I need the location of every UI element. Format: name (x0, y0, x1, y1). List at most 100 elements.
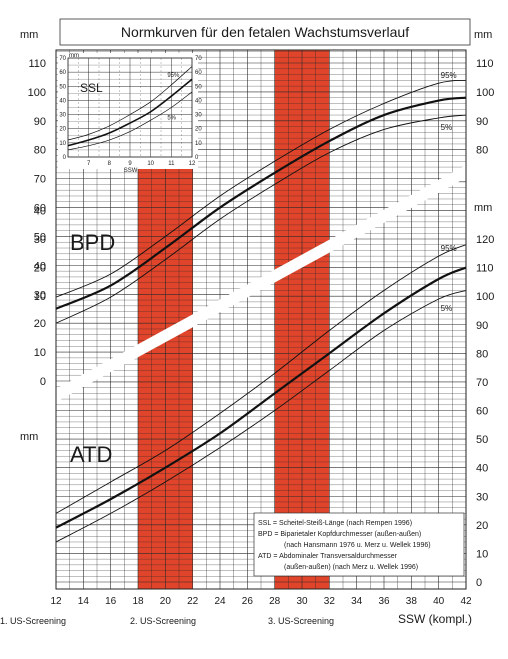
bpd-curve-95pct (55, 79, 467, 298)
x-tick-label: 12 (50, 596, 62, 607)
x-tick-label: 32 (324, 596, 336, 607)
y-tick-label-atd-right: 100 (476, 291, 494, 303)
y-tick-label-bpd: 20 (34, 318, 46, 330)
ssl-curve-5pct (67, 91, 193, 151)
ssl-unit-label: mm (69, 53, 79, 59)
y-tick-label-atd-left: 20 (34, 263, 46, 275)
ssl-inset: 95% 5% 70 70 60 60 50 50 40 40 30 30 20 20 10 10 0 0 7 8 9 10… (58, 53, 202, 174)
ssl-x-tick-label: 7 (87, 161, 91, 167)
unit-label-lower-right: mm (474, 202, 492, 214)
x-tick-label: 38 (406, 596, 418, 607)
y-tick-label-bpd-right: 110 (476, 58, 494, 70)
x-tick-label: 28 (269, 596, 281, 607)
y-tick-label-bpd: 100 (28, 87, 46, 99)
ssl-percentile-label: 95% (167, 73, 180, 79)
ssl-y-tick-label-right: 50 (195, 84, 202, 90)
x-tick-label: 20 (160, 596, 172, 607)
y-tick-label-bpd: 70 (34, 174, 46, 186)
y-tick-label-atd-right: 20 (476, 520, 488, 532)
y-tick-label-atd-left: 30 (34, 234, 46, 246)
legend-line-bpd: BPD = Biparietaler Kopfdurchmesser (auße… (258, 531, 421, 538)
ssl-x-axis-label: SSW (124, 168, 138, 174)
legend-line-bpd-source: (nach Hansmann 1976 u. Merz u. Wellek 19… (284, 542, 431, 549)
ssl-inset-background (58, 53, 198, 169)
ssl-y-tick-label: 50 (59, 84, 66, 90)
y-tick-label-atd-right: 40 (476, 463, 488, 475)
y-tick-label-atd-right: 0 (476, 577, 482, 589)
x-tick-label: 30 (296, 596, 308, 607)
ssl-curve-95pct (67, 66, 193, 141)
y-tick-label-bpd: 90 (34, 116, 46, 128)
ssl-x-tick-label: 8 (108, 161, 112, 167)
x-tick-label: 26 (242, 596, 254, 607)
y-tick-label-atd-right: 10 (476, 548, 488, 560)
ssl-inset-frame (67, 57, 193, 158)
bpd-curve-median (55, 96, 467, 310)
x-tick-label: 42 (460, 596, 472, 607)
bpd-label: BPD (70, 230, 115, 255)
bpd-percentile-label: 95% (441, 71, 457, 80)
tick-labels: 12 14 16 18 20 22 24 26 28 30 32 34 36 38 40 4211010090… (28, 58, 495, 607)
y-tick-label-bpd: 80 (34, 145, 46, 157)
section-divider (56, 165, 466, 402)
x-tick-label: 40 (433, 596, 445, 607)
screening-label-1: 1. US-Screening (0, 616, 66, 626)
x-tick-label: 22 (187, 596, 199, 607)
x-axis-label: SSW (kompl.) (398, 612, 472, 626)
atd-curve-5pct (55, 290, 467, 543)
x-tick-label: 36 (378, 596, 390, 607)
ssl-y-tick-label-right: 30 (195, 113, 202, 119)
ssl-x-tick-label: 12 (189, 161, 196, 167)
x-tick-label: 14 (78, 596, 90, 607)
screening-label-2: 2. US-Screening (130, 616, 196, 626)
y-tick-label-atd-right: 60 (476, 406, 488, 418)
atd-curve-median (55, 266, 467, 529)
y-tick-label-bpd: 50 (34, 231, 46, 243)
atd-percentile-label: 5% (441, 304, 453, 313)
y-tick-label-bpd-right: 80 (476, 145, 488, 157)
ssl-y-tick-label: 20 (59, 127, 66, 133)
curves: 95% 5% 95% 5% (55, 71, 467, 543)
legend-line-atd: ATD = Abdominaler Transversaldurchmesser (258, 553, 398, 560)
grid (55, 50, 467, 589)
ssl-y-tick-label: 0 (63, 155, 67, 161)
chart-title: Normkurven für den fetalen Wachstumsverl… (121, 24, 409, 40)
ssl-x-tick-label: 10 (147, 161, 154, 167)
y-tick-label-bpd: 60 (34, 203, 46, 215)
ssl-label: SSL (80, 81, 103, 95)
y-tick-label-atd-right: 50 (476, 434, 488, 446)
y-tick-label-atd-left: 10 (34, 291, 46, 303)
legend: SSL = Scheitel-Steiß-Länge (nach Rempen … (258, 520, 431, 571)
unit-label-upper-left: mm (20, 29, 38, 41)
y-tick-label-bpd: 110 (28, 58, 46, 70)
ssl-y-tick-label-right: 70 (195, 56, 202, 62)
ssl-y-tick-label-right: 40 (195, 98, 202, 104)
ssl-y-tick-label-right: 60 (195, 70, 202, 76)
y-tick-label-atd-right: 120 (476, 234, 494, 246)
y-tick-label-atd-right: 30 (476, 491, 488, 503)
ssl-percentile-label: 5% (167, 116, 176, 122)
ssl-x-tick-label: 11 (168, 161, 175, 167)
y-tick-label-bpd: 40 (34, 260, 46, 272)
y-tick-label-bpd-right: 90 (476, 116, 488, 128)
ssl-y-tick-label-right: 10 (195, 141, 202, 147)
y-tick-label-bpd: 10 (34, 347, 46, 359)
y-tick-label-atd-right: 80 (476, 348, 488, 360)
ssl-y-tick-label-right: 0 (195, 155, 199, 161)
screening-label-3: 3. US-Screening (268, 616, 334, 626)
y-tick-label-bpd: 0 (40, 376, 46, 388)
x-tick-label: 16 (105, 596, 117, 607)
unit-label-upper-right: mm (474, 29, 492, 41)
legend-line-ssl: SSL = Scheitel-Steiß-Länge (nach Rempen … (258, 520, 412, 527)
ssl-curve-median (67, 78, 193, 147)
ssl-y-tick-label: 40 (59, 98, 66, 104)
ssl-y-tick-label: 30 (59, 113, 66, 119)
atd-label: ATD (70, 442, 112, 467)
bpd-curve-5pct (55, 114, 467, 324)
ssl-x-tick-label: 9 (128, 161, 132, 167)
title-box (59, 18, 471, 46)
y-tick-label-atd-right: 70 (476, 377, 488, 389)
ssl-y-tick-label: 60 (59, 70, 66, 76)
y-tick-label-atd-left: 40 (34, 205, 46, 217)
